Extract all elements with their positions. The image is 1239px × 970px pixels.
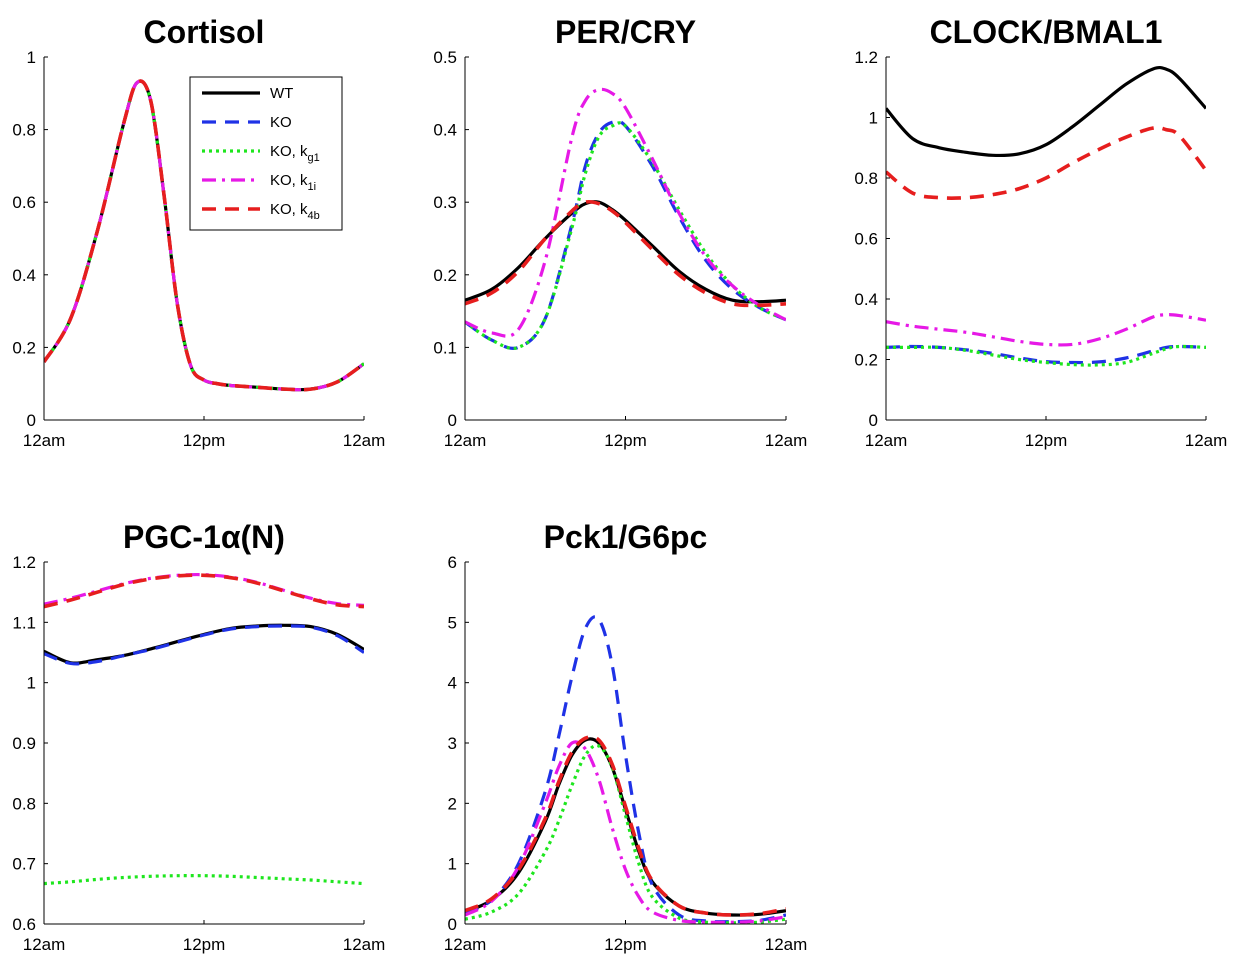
legend-box — [189, 76, 343, 231]
y-tick-label: 1 — [448, 855, 457, 874]
series-line-KO_k4b — [465, 199, 786, 308]
chart-panel-2: PER/CRY 0 0.1 0.2 0.3 0.4 0.5 12am 12pm 12am — [433, 14, 807, 450]
series-line-WT — [465, 200, 786, 304]
series-line-KO_k1i — [44, 572, 364, 607]
x-tick-label: 12pm — [604, 431, 647, 450]
x-tick-label: 12am — [865, 431, 908, 450]
y-tick-label: 0.4 — [12, 266, 36, 285]
x-tick-label: 12am — [444, 935, 487, 954]
y-tick-label: 4 — [448, 674, 457, 693]
legend-label-WT: WT — [270, 85, 293, 102]
series-group — [886, 66, 1206, 367]
series-line-KO_k1i — [886, 313, 1206, 347]
x-tick-label: 12am — [23, 431, 66, 450]
y-tick-label: 2 — [448, 794, 457, 813]
y-tick-label: 0.9 — [12, 734, 36, 753]
y-tick-label: 0.4 — [433, 121, 457, 140]
y-tick-label: 0.6 — [12, 915, 36, 934]
chart-title: PER/CRY — [555, 14, 696, 50]
x-tick-label: 12pm — [1025, 431, 1068, 450]
series-line-WT — [886, 66, 1206, 158]
x-tick-label: 12am — [765, 431, 808, 450]
chart-title: Cortisol — [144, 14, 265, 50]
x-tick-label: 12am — [343, 431, 386, 450]
series-line-KO_k4b — [44, 573, 364, 609]
x-tick-label: 12pm — [183, 935, 226, 954]
y-tick-label: 1.2 — [12, 553, 36, 572]
y-tick-label: 1 — [27, 48, 36, 67]
series-line-KO_k4b — [44, 79, 364, 392]
legend: WT KO KO, kg1 KO, k1i KO, k4b — [189, 76, 343, 231]
y-tick-label: 0.8 — [12, 794, 36, 813]
y-tick-label: 0.6 — [854, 230, 878, 249]
chart-title: PGC-1α(N) — [123, 519, 285, 555]
series-group — [465, 615, 786, 925]
series-line-KO_kg1 — [465, 743, 786, 925]
chart-panel-1: Cortisol 0 0.2 0.4 0.6 0.8 1 12am 12pm 12am — [12, 14, 385, 450]
series-line-WT — [465, 737, 786, 917]
y-tick-label: 0.4 — [854, 290, 878, 309]
series-group — [44, 79, 364, 392]
y-tick-label: 0.6 — [12, 193, 36, 212]
series-line-KO — [465, 119, 786, 350]
y-tick-label: 0.8 — [12, 121, 36, 140]
legend-label-KO: KO — [270, 114, 292, 131]
x-tick-label: 12am — [343, 935, 386, 954]
series-line-WT — [44, 623, 364, 665]
series-line-KO_kg1 — [465, 121, 786, 350]
y-tick-label: 0 — [27, 411, 36, 430]
legend-label-KO_k4b: KO, k4b — [270, 201, 320, 222]
y-tick-label: 0.2 — [12, 338, 36, 357]
x-tick-label: 12am — [23, 935, 66, 954]
y-tick-label: 1 — [27, 674, 36, 693]
series-line-KO_k4b — [465, 734, 786, 917]
x-tick-label: 12am — [765, 935, 808, 954]
x-tick-label: 12am — [1185, 431, 1228, 450]
y-tick-label: 1.2 — [854, 48, 878, 67]
chart-title: Pck1/G6pc — [544, 519, 708, 555]
chart-panel-4: PGC-1α(N) 0.6 0.7 0.8 0.9 1 1.1 1.2 12am 12pm 12am — [12, 519, 385, 954]
y-tick-label: 5 — [448, 613, 457, 632]
y-tick-label: 0.1 — [433, 338, 457, 357]
y-tick-label: 0 — [448, 915, 457, 934]
y-tick-label: 0.8 — [854, 169, 878, 188]
series-line-KO_k1i — [465, 87, 786, 338]
series-line-KO_k1i — [465, 740, 786, 924]
series-line-KO — [886, 344, 1206, 365]
y-tick-label: 3 — [448, 734, 457, 753]
series-line-KO_kg1 — [886, 344, 1206, 367]
y-tick-label: 6 — [448, 553, 457, 572]
y-tick-label: 0.5 — [433, 48, 457, 67]
y-tick-label: 1.1 — [12, 613, 36, 632]
legend-label-KO_kg1: KO, kg1 — [270, 143, 320, 164]
chart-title: CLOCK/BMAL1 — [930, 14, 1163, 50]
y-tick-label: 0.2 — [433, 266, 457, 285]
y-tick-label: 0.2 — [854, 351, 878, 370]
chart-panel-3: CLOCK/BMAL1 0 0.2 0.4 0.6 0.8 1 1.2 12am 12pm 12am — [854, 14, 1227, 450]
x-tick-label: 12am — [444, 431, 487, 450]
y-tick-label: 1 — [869, 109, 878, 128]
x-tick-label: 12pm — [183, 431, 226, 450]
series-group — [44, 572, 364, 886]
y-tick-label: 0.3 — [433, 193, 457, 212]
series-line-KO — [44, 624, 364, 666]
series-line-KO_kg1 — [44, 874, 364, 886]
legend-label-KO_k1i: KO, k1i — [270, 172, 316, 193]
y-tick-label: 0 — [448, 411, 457, 430]
series-group — [465, 87, 786, 350]
y-tick-label: 0 — [869, 411, 878, 430]
series-line-KO_k4b — [886, 125, 1206, 200]
x-tick-label: 12pm — [604, 935, 647, 954]
chart-panel-5: Pck1/G6pc 0 1 2 3 4 5 6 12am 12pm 12am — [444, 519, 808, 954]
y-tick-label: 0.7 — [12, 855, 36, 874]
